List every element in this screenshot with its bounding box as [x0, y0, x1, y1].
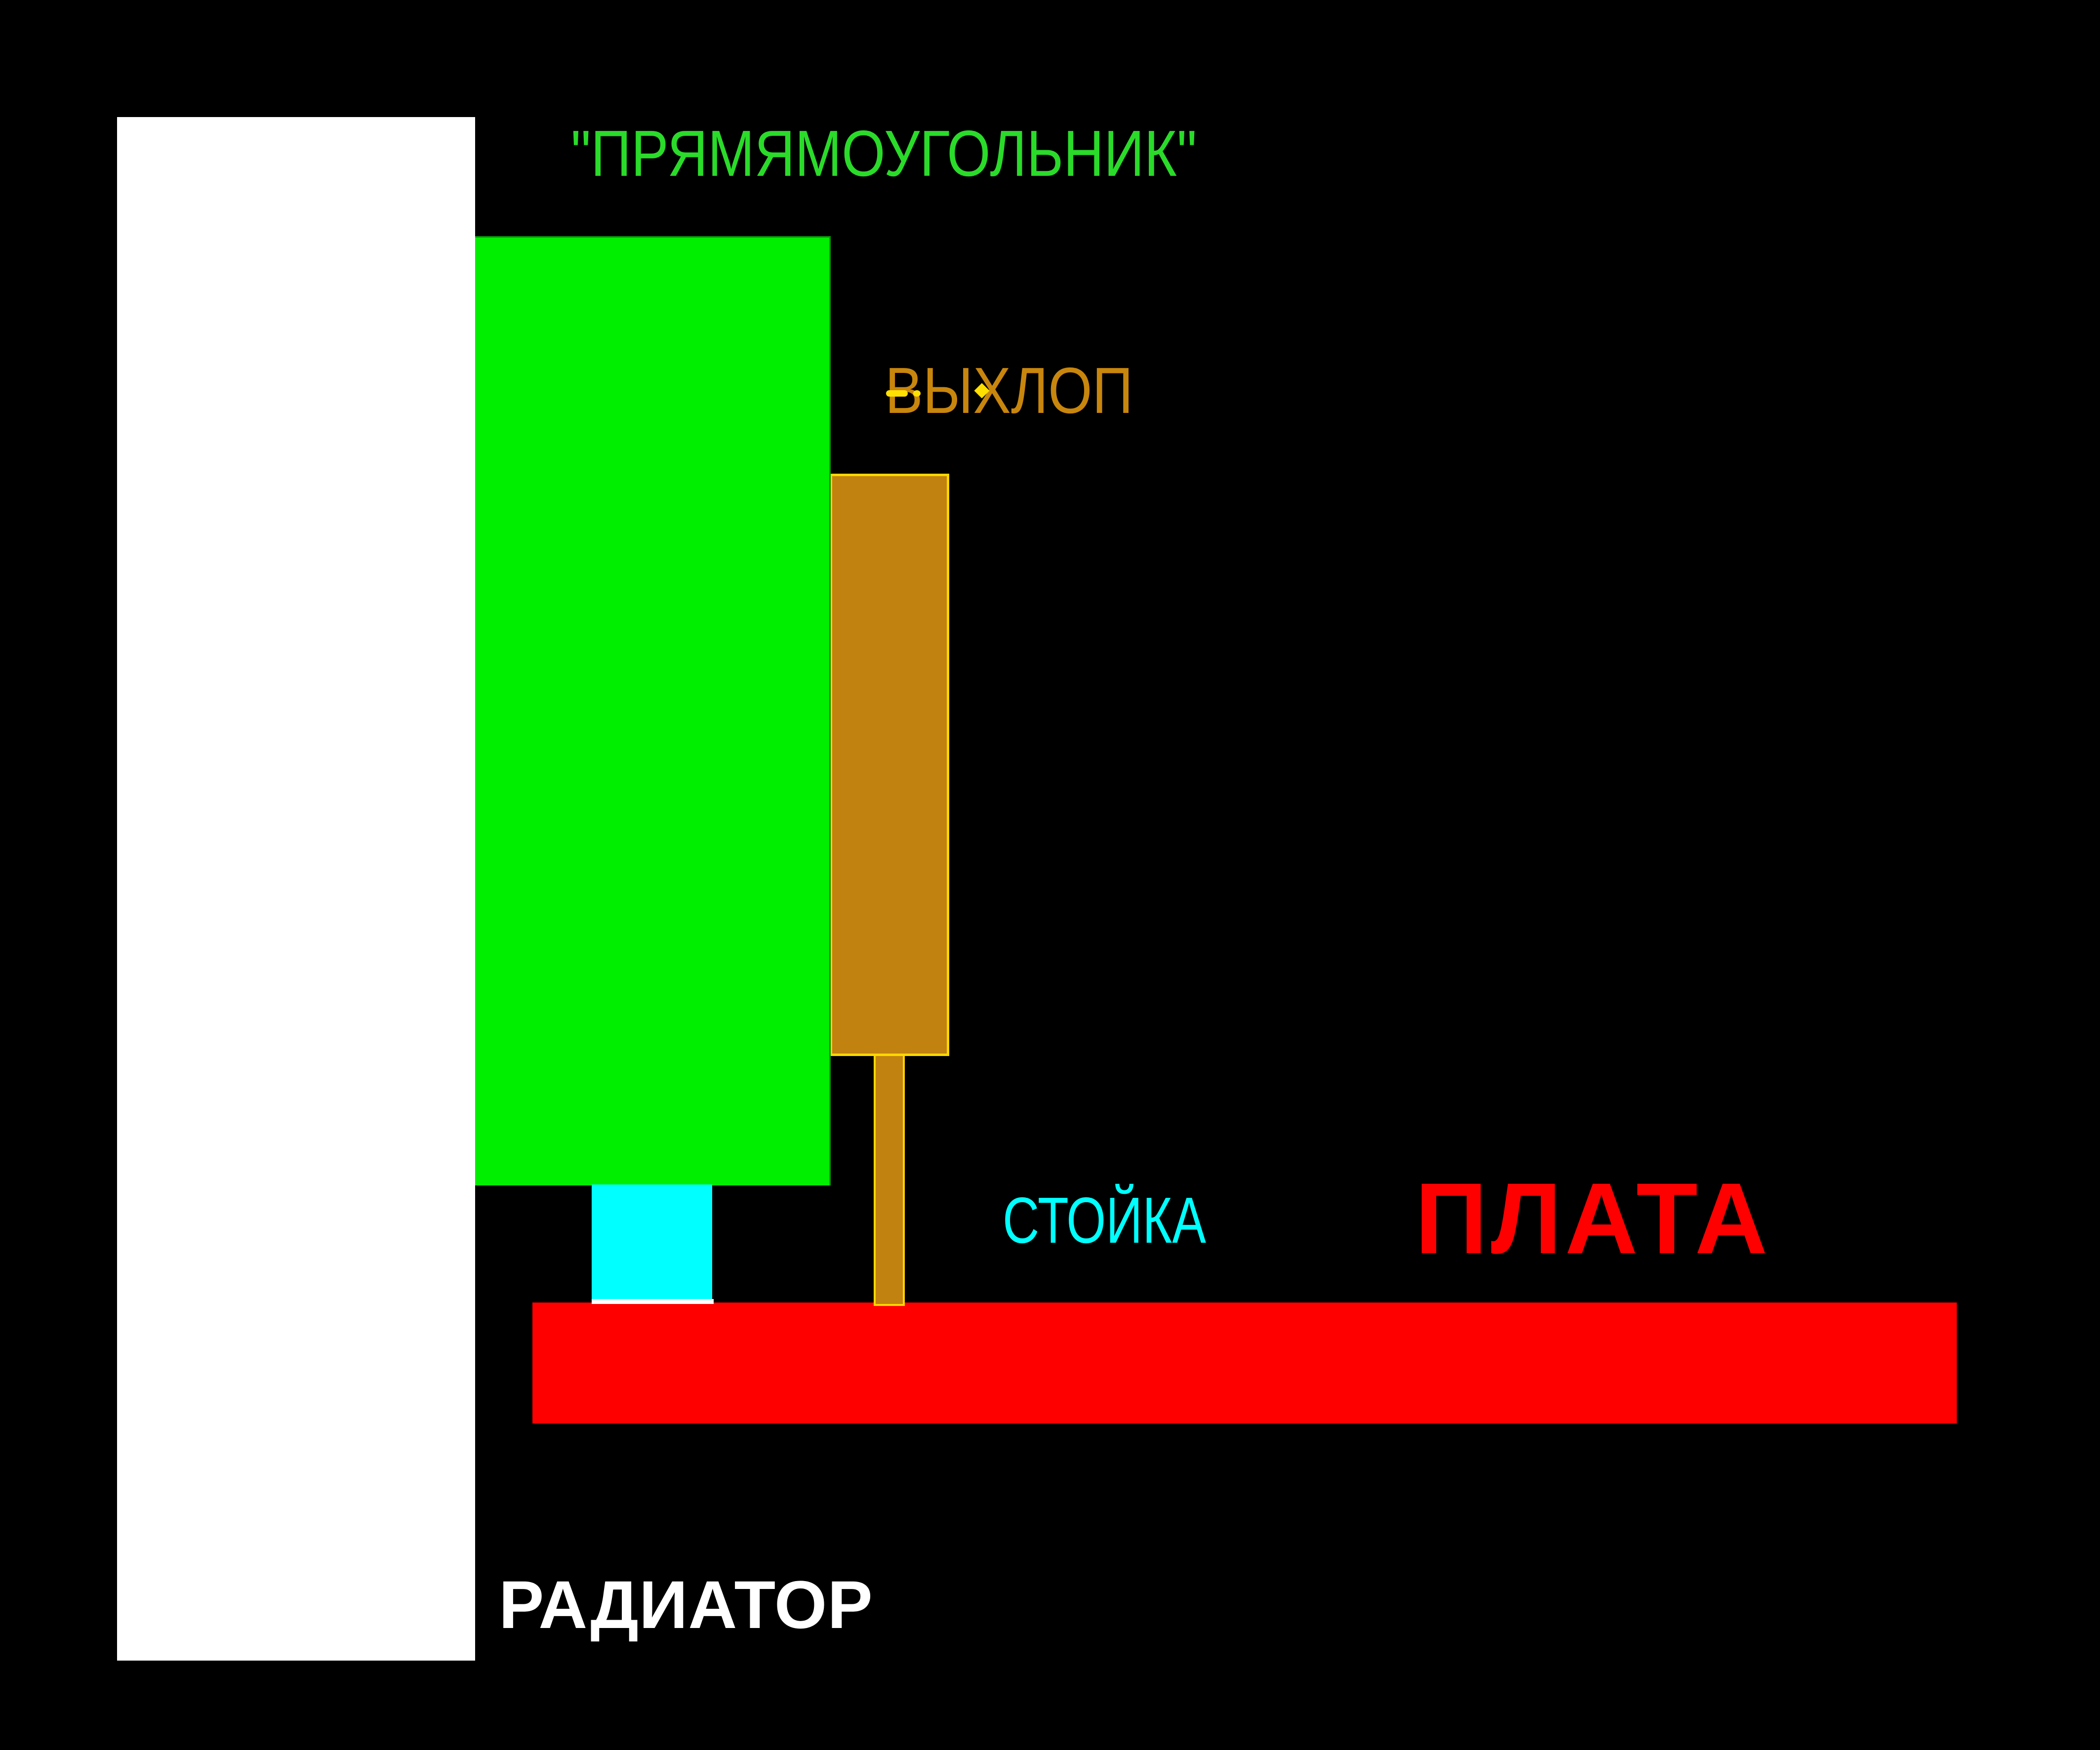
pcb-board-shape [532, 1302, 1957, 1424]
standoff-post-shape [592, 1184, 712, 1299]
green-component-shape [475, 236, 831, 1185]
exhaust-block-shape [830, 474, 949, 1056]
radiator-slab-shape [117, 117, 475, 1661]
standoff-label: СТОЙКА [1003, 1184, 1206, 1257]
paint-artifact-dot [913, 390, 921, 397]
standoff-seam-line [592, 1299, 714, 1304]
exhaust-label: ВЫХЛОП [885, 354, 1133, 427]
paint-artifact-dash [886, 390, 908, 397]
radiator-label: РАДИАТОР [499, 1567, 873, 1643]
exhaust-stem-shape [874, 1054, 905, 1306]
board-label: ПЛАТА [1415, 1162, 1772, 1275]
rectangle-label: "ПРЯМЯМОУГОЛЬНИК" [571, 117, 1197, 190]
